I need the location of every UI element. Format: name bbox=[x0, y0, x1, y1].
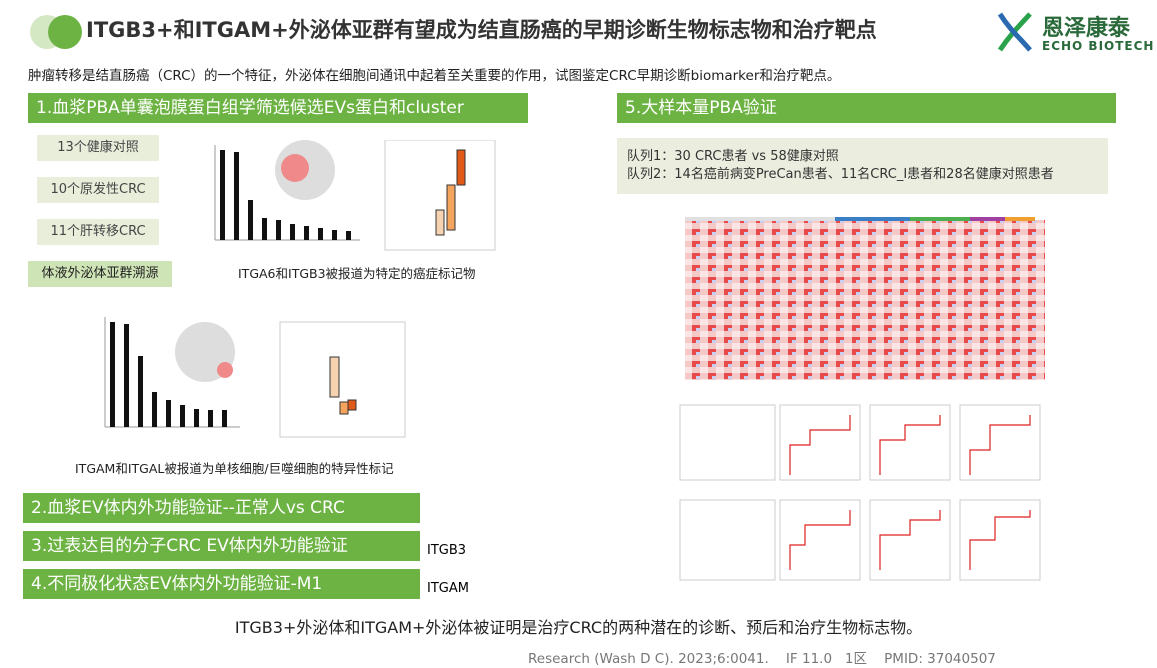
figure-image bbox=[214, 140, 496, 251]
caption: ITGA6和ITGB3被报道为特定的癌症标记物 bbox=[238, 266, 476, 281]
citation: Research (Wash D C). 2023;6:0041. IF 11.… bbox=[528, 651, 996, 667]
section-title: 3.过表达目的分子CRC EV体内外功能验证 bbox=[23, 531, 420, 561]
note: ITGB3 bbox=[427, 543, 467, 558]
tag: 体液外泌体亚群溯源 bbox=[28, 261, 172, 287]
title: ITGB3+和ITGAM+外泌体亚群有望成为结直肠癌的早期诊断生物标志物和治疗靶… bbox=[86, 18, 877, 42]
section-title: 4.不同极化状态EV体内外功能验证-M1 bbox=[23, 569, 420, 599]
cohort-box: 队列1：30 CRC患者 vs 58健康对照队列2：14名癌前病变PreCan患… bbox=[617, 138, 1108, 194]
section-title: 1.血浆PBA单囊泡膜蛋白组学筛选候选EVs蛋白和cluster bbox=[28, 93, 528, 123]
group: 11个肝转移CRC bbox=[37, 219, 159, 245]
note: ITGAM bbox=[427, 581, 469, 596]
logo-en: ECHO BIOTECH bbox=[1042, 39, 1155, 53]
group: 10个原发性CRC bbox=[37, 177, 159, 203]
figure-image bbox=[104, 317, 406, 438]
figure-image bbox=[679, 217, 1045, 581]
logo-cn: 恩泽康泰 bbox=[1042, 16, 1131, 41]
deco bbox=[48, 15, 82, 49]
caption: ITGAM和ITGAL被报道为单核细胞/巨噬细胞的特异性标记 bbox=[75, 461, 394, 476]
section-title: 5.大样本量PBA验证 bbox=[617, 93, 1116, 123]
intro: 肿瘤转移是结直肠癌（CRC）的一个特征，外泌体在细胞间通讯中起着至关重要的作用，… bbox=[28, 68, 841, 84]
logo-icon bbox=[997, 12, 1032, 52]
conclusion: ITGB3+外泌体和ITGAM+外泌体被证明是治疗CRC的两种潜在的诊断、预后和… bbox=[234, 618, 923, 637]
cohort: 队列1：30 CRC患者 vs 58健康对照 bbox=[627, 149, 839, 164]
cohort: 队列2：14名癌前病变PreCan患者、11名CRC_I患者和28名健康对照患者 bbox=[627, 167, 1054, 182]
section-title: 2.血浆EV体内外功能验证--正常人vs CRC bbox=[23, 493, 420, 523]
group: 13个健康对照 bbox=[37, 135, 159, 161]
